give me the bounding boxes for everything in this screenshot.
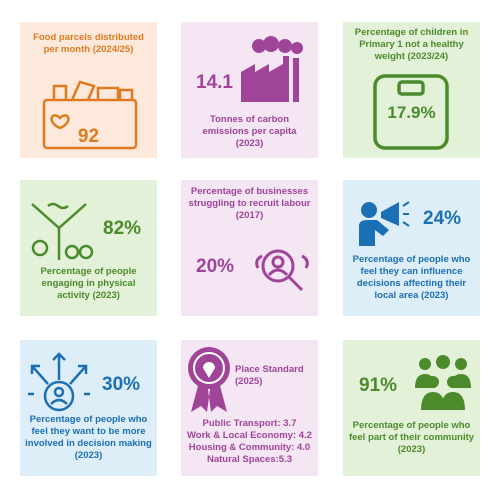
card: Food parcels distributed per month (2024…: [20, 22, 157, 158]
card-title: Percentage of people who feel they can i…: [352, 254, 471, 301]
involve-icon: [28, 352, 90, 412]
ribbon-icon: [188, 347, 230, 412]
value: 92: [77, 126, 100, 147]
value: 91%: [359, 375, 398, 396]
factory-icon: [241, 36, 303, 102]
card: 82% Percentage of people engaging in phy…: [20, 180, 157, 316]
card-title: Percentage of children in Primary 1 not …: [354, 27, 469, 62]
value: 17.9%: [387, 103, 436, 122]
card-title: Tonnes of carbon emissions per capita (2…: [202, 114, 297, 149]
card: 24% Percentage of people who feel they c…: [343, 180, 480, 316]
value: 30%: [102, 374, 141, 395]
card-title: Percentage of people who feel part of th…: [348, 420, 475, 455]
card-title: Percentage of businesses struggling to r…: [188, 186, 311, 221]
value: 82%: [103, 218, 142, 239]
card: Percentage of children in Primary 1 not …: [343, 22, 480, 158]
scale-icon: [373, 74, 449, 150]
card: 30% Percentage of people who feel they w…: [20, 340, 157, 476]
card-title: Percentage of people engaging in physica…: [40, 266, 137, 301]
item: Natural Spaces:5.3: [206, 454, 292, 465]
item: Work & Local Economy: 4.2: [187, 430, 312, 441]
value: 14.1: [196, 72, 233, 93]
card: Percentage of businesses struggling to r…: [181, 180, 318, 316]
item: Public Transport: 3.7: [202, 418, 297, 429]
community-icon: [415, 355, 471, 410]
item: Housing & Community: 4.0: [188, 442, 311, 453]
activity-icon: [31, 202, 94, 260]
value: 20%: [196, 256, 235, 277]
megaphone-icon: [359, 201, 410, 246]
value: 24%: [423, 208, 462, 229]
card: Place Standard (2025) Public Transport: …: [181, 340, 318, 476]
card: 91% Percentage of people who feel part o…: [343, 340, 480, 476]
card-title: Food parcels distributed per month (2024…: [33, 32, 144, 55]
recruit-icon: [255, 249, 309, 292]
card-title: Percentage of people who feel they want …: [25, 414, 152, 461]
card: 14.1 Tonnes of carbon emissions per capi…: [181, 22, 318, 158]
parcel-icon: [42, 80, 138, 150]
card-title: Place Standard (2025): [235, 364, 304, 387]
